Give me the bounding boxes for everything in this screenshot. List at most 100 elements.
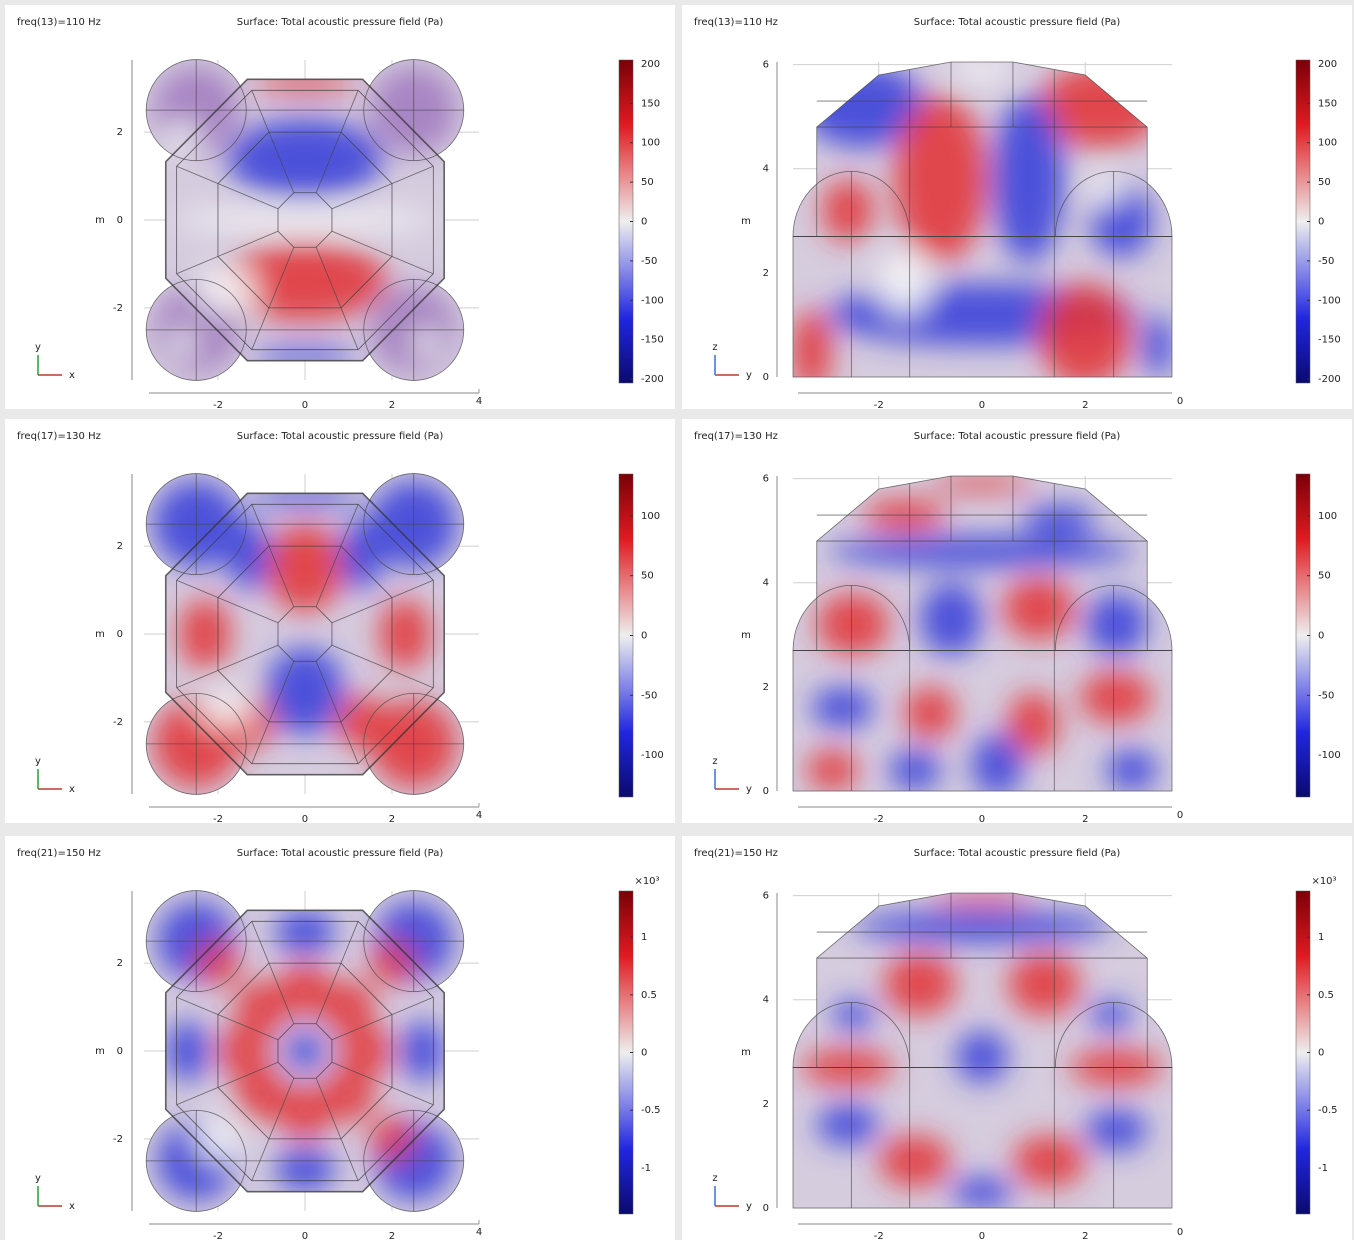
x-tick-label: 2 [389, 1231, 395, 1240]
colorbar-tick-label: 0 [641, 1048, 647, 1059]
surface-field [682, 836, 1352, 1240]
colorbar-tick-label: -50 [641, 256, 657, 267]
axis-end-label: 0 [1177, 810, 1183, 821]
colorbar-tick-label: -50 [641, 690, 657, 701]
y-tick-label: 4 [763, 164, 769, 175]
triad-label: x [69, 784, 75, 795]
x-tick-label: 2 [1082, 814, 1088, 823]
colorbar-tick-label: -100 [641, 295, 664, 306]
colorbar-multiplier: ×10³ [634, 876, 659, 887]
y-axis-label: m [95, 215, 105, 226]
triad-label: y [35, 1173, 41, 1184]
plot-panel: -202-2024mfreq(21)=150 HzSurface: Total … [5, 836, 675, 1240]
axis-end-label: 0 [1177, 396, 1183, 407]
y-tick-label: 2 [117, 541, 123, 552]
x-tick-label: 0 [979, 814, 985, 823]
y-axis-label: m [741, 1047, 751, 1058]
colorbar-tick-label: -0.5 [641, 1105, 661, 1116]
x-tick-label: 2 [1082, 1231, 1088, 1240]
y-tick-label: 0 [117, 1046, 123, 1057]
colorbar-tick-label: 1 [1318, 932, 1324, 943]
surface-sheen [682, 836, 1352, 1240]
triad-label: x [69, 1201, 75, 1212]
y-tick-label: -2 [113, 303, 123, 314]
plot-title: Surface: Total acoustic pressure field (… [914, 848, 1121, 859]
colorbar-tick-label: -150 [1318, 335, 1341, 346]
y-tick-label: 2 [763, 1099, 769, 1110]
colorbar-tick-label: 200 [1318, 59, 1337, 70]
page: -2 0 2 -2 0 2 4 m freq(13)=110 Hz Surface: Total … [0, 0, 1354, 1240]
y-tick-label: 6 [763, 60, 769, 71]
surface-sheen [682, 419, 1352, 823]
colorbar-tick-label: -50 [1318, 690, 1334, 701]
surface-sheen [682, 5, 1352, 409]
colorbar-tick-label: 0 [1318, 631, 1324, 642]
colorbar-tick-label: 150 [641, 98, 660, 109]
freq-label: freq(13)=110 Hz [17, 17, 101, 28]
plot-title: Surface: Total acoustic pressure field (… [237, 431, 444, 442]
colorbar-tick-label: -100 [1318, 750, 1341, 761]
plot-panel: 0246-2020mfreq(13)=110 HzSurface: Total … [682, 5, 1352, 409]
x-tick-label: 0 [302, 814, 308, 823]
y-tick-label: 4 [763, 578, 769, 589]
y-tick-label: 6 [763, 474, 769, 485]
y-tick-label: 0 [763, 1203, 769, 1214]
surface-field [5, 419, 675, 823]
y-tick-label: 0 [117, 629, 123, 640]
colorbar-tick-label: -200 [641, 374, 664, 385]
colorbar-tick-label: -200 [1318, 374, 1341, 385]
y-tick-label: 0 [763, 786, 769, 797]
surface-field [5, 836, 675, 1240]
x-tick-label: 2 [389, 814, 395, 823]
colorbar-tick-label: 100 [1318, 511, 1337, 522]
colorbar-tick-label: 50 [1318, 177, 1331, 188]
colorbar-tick-label: 50 [1318, 571, 1331, 582]
x-tick-label: -2 [213, 814, 223, 823]
y-tick-label: 2 [117, 127, 123, 138]
triad-label: z [712, 756, 717, 767]
colorbar-tick-label: 100 [1318, 138, 1337, 149]
x-tick-label: 2 [389, 400, 395, 409]
plot-title: Surface: Total acoustic pressure field (… [237, 848, 444, 859]
colorbar-tick-label: -0.5 [1318, 1105, 1338, 1116]
plot-title: Surface: Total acoustic pressure field (… [914, 17, 1121, 28]
x-tick-label: 0 [302, 400, 308, 409]
colorbar-tick-label: 0 [1318, 217, 1324, 228]
surface-sheen [5, 836, 675, 1240]
colorbar-tick-label: -150 [641, 335, 664, 346]
colorbar-tick-label: 0 [641, 217, 647, 228]
colorbar-tick-label: 200 [641, 59, 660, 70]
y-axis-label: m [741, 216, 751, 227]
x-tick-label: -2 [874, 814, 884, 823]
y-axis-label: m [95, 1046, 105, 1057]
y-tick-label: -2 [113, 1134, 123, 1145]
plot-title: Surface: Total acoustic pressure field (… [237, 17, 444, 28]
freq-label: freq(13)=110 Hz [694, 17, 778, 28]
y-tick-label: 0 [763, 372, 769, 383]
colorbar-tick-label: 100 [641, 138, 660, 149]
colorbar-tick-label: -1 [641, 1163, 651, 1174]
colorbar-tick-label: 0 [641, 631, 647, 642]
x-tick-label: 0 [302, 1231, 308, 1240]
triad-label: y [746, 1201, 752, 1212]
y-tick-label: 0 [117, 215, 123, 226]
surface-sheen [5, 419, 675, 823]
colorbar-tick-label: 100 [641, 511, 660, 522]
freq-label: freq(21)=150 Hz [17, 848, 101, 859]
colorbar-tick-label: 150 [1318, 98, 1337, 109]
x-tick-label: 2 [1082, 400, 1088, 409]
x-tick-label: 4 [476, 810, 482, 821]
colorbar-tick-label: 0 [1318, 1048, 1324, 1059]
triad-label: y [35, 342, 41, 353]
surface-sheen [5, 5, 675, 409]
x-tick-label: 0 [979, 400, 985, 409]
y-tick-label: 2 [763, 268, 769, 279]
surface-field [682, 419, 1352, 823]
x-tick-label: 0 [979, 1231, 985, 1240]
x-tick-label: -2 [213, 400, 223, 409]
y-axis-label: m [95, 629, 105, 640]
y-tick-label: 2 [117, 958, 123, 969]
